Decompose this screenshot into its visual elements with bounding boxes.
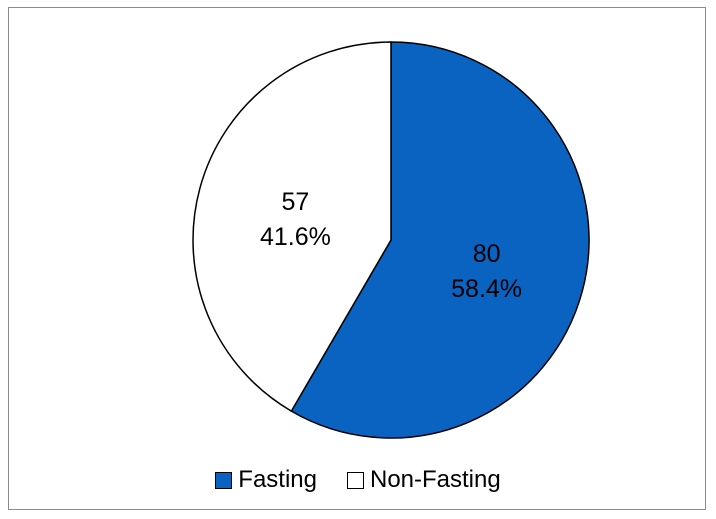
slice-percent-label-fasting: 58.4% (451, 275, 522, 303)
slice-value-label-non-fasting: 57 (281, 188, 309, 216)
legend-swatch-non-fasting (346, 471, 364, 489)
legend-label-fasting: Fasting (238, 466, 317, 493)
pie-slice-fasting (290, 41, 590, 439)
slice-value-label-fasting: 80 (473, 240, 501, 268)
legend-item-fasting: Fasting (215, 466, 317, 494)
pie-slice-non-fasting (192, 41, 392, 412)
legend: Fasting Non-Fasting (0, 466, 716, 494)
legend-label-non-fasting: Non-Fasting (369, 466, 501, 493)
slice-percent-label-non-fasting: 41.6% (260, 223, 331, 251)
legend-swatch-fasting (215, 471, 233, 489)
legend-item-non-fasting: Non-Fasting (346, 466, 501, 494)
